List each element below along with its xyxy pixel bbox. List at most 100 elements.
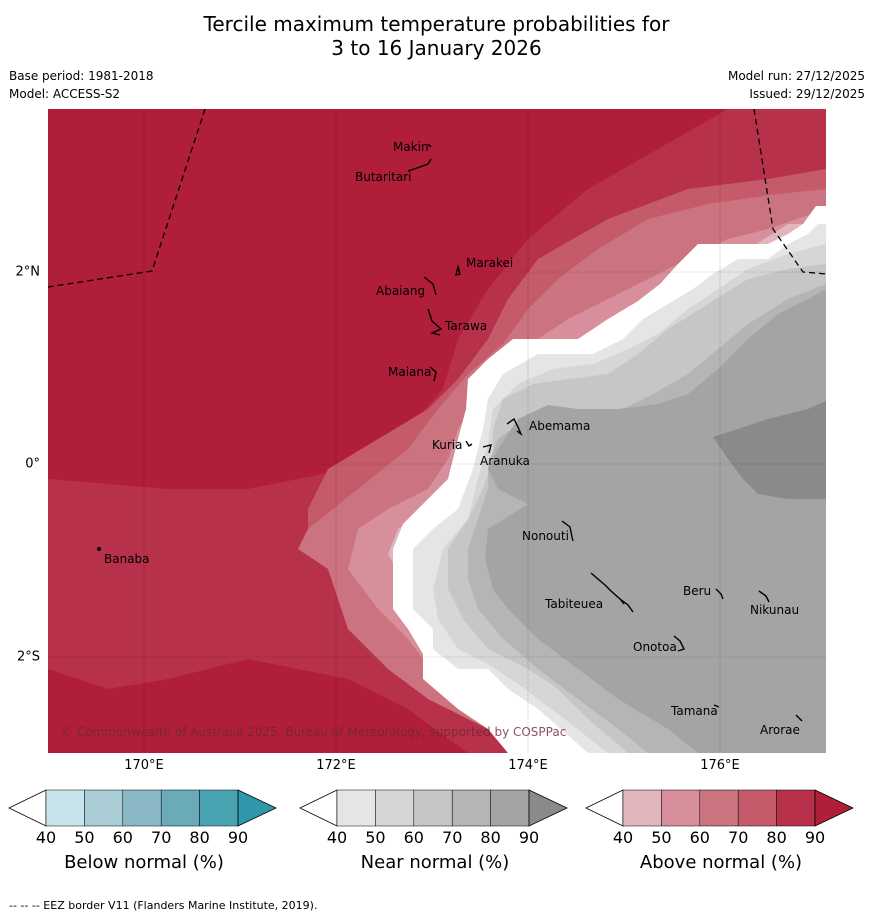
colorbar-above-normal: [585, 789, 854, 827]
aranuka-island: [482, 444, 492, 454]
lat-label-2n: 2°N: [15, 264, 41, 280]
colorbar-segment: [375, 789, 415, 827]
model-name: Model: ACCESS-S2: [9, 87, 121, 101]
base-period: Base period: 1981-2018: [9, 69, 154, 83]
abaiang-island: [423, 276, 437, 296]
band-near-90: [713, 401, 826, 499]
label-abemama: Abemama: [529, 419, 590, 433]
marakei-island: [455, 264, 461, 276]
probability-map: Makin Butaritari Marakei Abaiang Tarawa …: [48, 109, 826, 753]
label-nonouti: Nonouti: [522, 529, 569, 543]
colorbar-segment: [490, 789, 530, 827]
colorbar-tick-label: 60: [112, 828, 133, 847]
colorbar-segment: [45, 789, 85, 827]
colorbar-segment: [661, 789, 701, 827]
colorbar-max-extend: [237, 789, 277, 827]
colorbar-near-normal: [299, 789, 568, 827]
label-butaritari: Butaritari: [355, 170, 412, 184]
colorbar-segment: [622, 789, 662, 827]
colorbar-segment: [84, 789, 124, 827]
label-tamana: Tamana: [670, 704, 718, 718]
lat-label-0: 0°: [25, 456, 40, 472]
lon-label-176e: 176°E: [700, 758, 740, 773]
colorbar-tick-label: 40: [612, 828, 634, 847]
nikunau-island: [758, 590, 770, 603]
colorbar-tick-label: 90: [227, 828, 249, 847]
colorbar-max-extend: [814, 789, 854, 827]
colorbar-max-extend: [528, 789, 568, 827]
eez-borders: [48, 109, 826, 288]
colorbar-tick-label: 50: [651, 828, 672, 847]
colorbar-tick-label: 40: [326, 828, 348, 847]
meta-left: Base period: 1981-2018 Model: ACCESS-S2: [9, 67, 154, 103]
colorbar-segment: [336, 789, 376, 827]
colorbar-tick-label: 40: [35, 828, 57, 847]
butaritari-island: [407, 158, 432, 172]
banaba-island: [97, 547, 102, 552]
colorbar-below-normal: [8, 789, 277, 827]
band-near-80: [485, 289, 826, 753]
label-banaba: Banaba: [104, 552, 150, 566]
colorbar-tick-label: 80: [766, 828, 787, 847]
colorbar-segment: [122, 789, 162, 827]
colorbar-segment: [160, 789, 200, 827]
colorbar-segment: [699, 789, 739, 827]
kuria-island: [465, 440, 473, 447]
islands: [97, 143, 803, 722]
tabiteuea-island: [590, 572, 634, 613]
colorbar-title-below: Below normal (%): [64, 852, 224, 873]
gridlines: [48, 109, 826, 753]
eez-note: -- -- -- EEZ border V11 (Flanders Marine…: [9, 899, 318, 912]
label-arorae: Arorae: [760, 723, 800, 737]
colorbar-tick-label: 80: [480, 828, 501, 847]
nonouti-island: [561, 520, 574, 542]
label-aranuka: Aranuka: [480, 454, 530, 468]
colorbar-segment: [413, 789, 453, 827]
colorbar-tick-label: 90: [804, 828, 826, 847]
meta-right: Model run: 27/12/2025 Issued: 29/12/2025: [728, 67, 865, 103]
colorbar-min-extend: [299, 789, 338, 827]
colorbar-title-near: Near normal (%): [360, 852, 510, 873]
label-onotoa: Onotoa: [633, 640, 677, 654]
colorbar-tick-label: 50: [74, 828, 95, 847]
issued-date: Issued: 29/12/2025: [749, 87, 865, 101]
label-kuria: Kuria: [432, 438, 463, 452]
colorbar-tick-label: 70: [442, 828, 463, 847]
label-nikunau: Nikunau: [750, 603, 799, 617]
copyright-notice: © Commonwealth of Australia 2025, Bureau…: [61, 725, 566, 739]
onotoa-island: [673, 635, 685, 652]
colorbar-tick-label: 90: [518, 828, 540, 847]
colorbar-min-extend: [585, 789, 624, 827]
label-abaiang: Abaiang: [376, 284, 425, 298]
colorbar-tick-label: 60: [403, 828, 424, 847]
map-title: Tercile maximum temperature probabilitie…: [0, 12, 873, 60]
colorbar-segment: [451, 789, 491, 827]
label-beru: Beru: [683, 584, 711, 598]
lon-label-170e: 170°E: [124, 758, 164, 773]
colorbar-tick-label: 60: [689, 828, 710, 847]
maiana-island: [429, 366, 437, 382]
beru-island: [715, 588, 724, 600]
model-run: Model run: 27/12/2025: [727, 69, 865, 83]
abemama-island: [506, 417, 523, 437]
lat-label-2s: 2°S: [16, 649, 40, 665]
makin-island: [427, 143, 432, 148]
tamana-island: [713, 704, 720, 708]
title-line-2: 3 to 16 January 2026: [331, 36, 542, 60]
tarawa-island: [427, 308, 443, 336]
label-makin: Makin: [393, 140, 429, 154]
colorbar-segment: [199, 789, 239, 827]
colorbar-min-extend: [8, 789, 47, 827]
label-tabiteuea: Tabiteuea: [544, 597, 603, 611]
label-marakei: Marakei: [466, 256, 513, 270]
colorbar-tick-label: 80: [189, 828, 210, 847]
label-tarawa: Tarawa: [444, 319, 487, 333]
title-line-1: Tercile maximum temperature probabilitie…: [203, 12, 670, 36]
label-maiana: Maiana: [388, 365, 431, 379]
colorbar-title-above: Above normal (%): [639, 852, 803, 873]
colorbar-tick-label: 50: [365, 828, 386, 847]
colorbar-segment: [737, 789, 777, 827]
arorae-island: [795, 714, 803, 722]
colorbar-segment: [776, 789, 816, 827]
lon-label-172e: 172°E: [316, 758, 356, 773]
